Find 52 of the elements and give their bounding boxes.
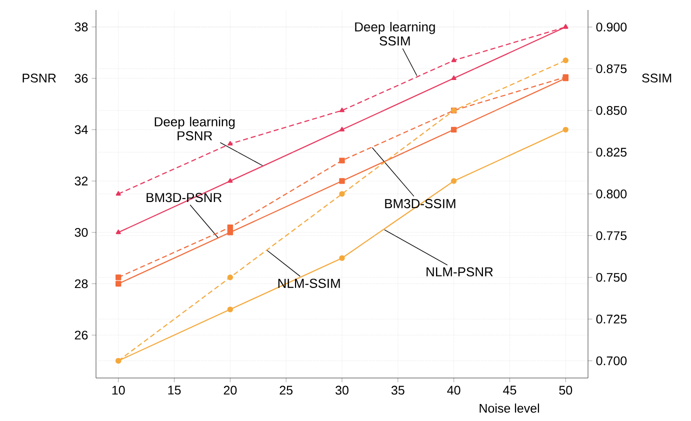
point [562,126,568,133]
y-axis-title: PSNR [22,74,56,83]
y2-tick-label: 0.875 [596,64,627,74]
point [116,274,122,280]
x-tick-label: 30 [336,386,348,395]
point [116,230,121,234]
x-tick-label: 35 [391,386,404,395]
point [228,178,233,183]
point [227,306,234,312]
x-tick-label: 45 [503,386,516,395]
y2-tick-label: 0.800 [596,190,627,198]
point [339,108,345,112]
y-tick-label: 34 [74,125,88,134]
point [228,140,233,146]
point [227,224,234,230]
point [116,280,122,287]
y2-tick-label: 0.725 [596,314,627,324]
annotation: NLM-PSNR [426,267,493,276]
y2-tick-label: 0.750 [596,272,627,282]
y-tick-label: 30 [74,228,88,237]
x-tick-label: 25 [280,386,293,395]
point [116,191,121,196]
y2-tick-label: 0.825 [596,148,627,157]
point [451,75,456,80]
point [227,274,234,280]
x-tick-label: 20 [224,386,237,395]
y2-axis-title: SSIM [642,74,672,83]
x-tick-label: 10 [112,386,125,395]
point [339,178,345,184]
y-tick-label: 28 [74,279,88,288]
point [450,126,457,133]
point [451,58,456,62]
point [339,255,345,261]
y-tick-label: 32 [74,176,88,186]
y-tick-label: 38 [74,22,88,32]
y-tick-label: 36 [74,74,88,83]
x-tick-label: 40 [447,386,460,395]
y2-tick-label: 0.900 [596,22,627,32]
x-tick-label: 50 [559,386,572,395]
annotation: Deep learning SSIM [355,22,435,46]
x-tick-label: 15 [168,386,181,395]
x-axis-title: Noise level [480,404,539,413]
y2-tick-label: 0.850 [596,106,627,115]
point [339,191,345,197]
point [450,178,457,184]
y2-tick-label: 0.700 [596,356,627,366]
point [339,126,345,132]
point [339,158,345,164]
y2-tick-label: 0.775 [596,231,627,240]
y-tick-label: 26 [74,330,88,340]
annotation: Deep learning PSNR [154,116,235,140]
point [562,58,568,64]
